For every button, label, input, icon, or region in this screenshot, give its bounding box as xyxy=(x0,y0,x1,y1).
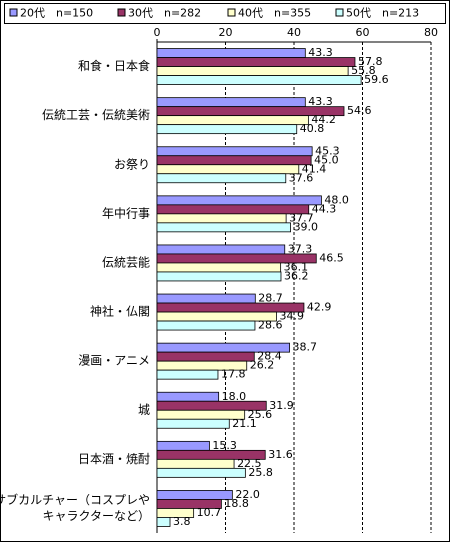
y-tick-label: 城 xyxy=(138,403,150,417)
legend-swatch xyxy=(227,8,236,17)
bar xyxy=(156,155,312,166)
bar xyxy=(156,262,282,273)
legend-label: 40代 n=355 xyxy=(238,7,311,20)
y-tick-label: 伝統芸能 xyxy=(102,255,150,269)
bar xyxy=(156,320,256,331)
value-label: 59.6 xyxy=(364,73,389,86)
x-tick-label: 40 xyxy=(287,26,301,39)
value-label: 25.8 xyxy=(248,466,272,479)
value-label: 22.5 xyxy=(237,457,262,470)
legend-label: 20代 n=150 xyxy=(20,7,93,20)
value-label: 57.8 xyxy=(358,55,383,68)
legend-label: 50代 n=213 xyxy=(346,7,419,20)
y-tick-label: サブカルチャー（コスプレや xyxy=(0,492,150,507)
value-label: 40.8 xyxy=(300,122,325,135)
y-tick-label: お祭り xyxy=(114,157,150,171)
y-tick-label: 伝統工芸・伝統美術 xyxy=(42,108,150,122)
bar xyxy=(156,517,171,527)
y-tick-label: 日本酒・焼酎 xyxy=(78,451,150,466)
y-tick-label: 漫画・アニメ xyxy=(78,354,150,368)
bar xyxy=(156,57,356,67)
bar xyxy=(156,440,210,451)
value-label: 37.6 xyxy=(289,171,314,184)
bar xyxy=(156,195,322,206)
value-label: 31.9 xyxy=(269,399,294,412)
value-label: 36.2 xyxy=(284,269,309,282)
legend-swatch xyxy=(9,8,18,17)
value-label: 46.5 xyxy=(319,251,344,264)
x-tick-label: 20 xyxy=(219,26,233,39)
bar xyxy=(156,391,220,402)
value-label: 43.3 xyxy=(308,95,333,108)
bar xyxy=(156,146,313,157)
legend-label: 30代 n=282 xyxy=(128,7,201,20)
bar xyxy=(156,66,349,76)
x-tick-label: 60 xyxy=(356,26,370,39)
y-tick-label: 神社・仏閣 xyxy=(90,304,150,319)
bar xyxy=(156,351,255,362)
bar xyxy=(156,271,282,282)
value-label: 34.9 xyxy=(280,310,305,323)
value-label: 39.0 xyxy=(294,220,319,233)
value-label: 18.0 xyxy=(222,390,247,403)
value-label: 26.2 xyxy=(250,359,274,372)
value-label: 21.1 xyxy=(232,417,257,430)
x-tick-label: 0 xyxy=(154,26,161,39)
value-label: 45.3 xyxy=(315,144,340,157)
legend-swatch xyxy=(335,8,344,17)
bar xyxy=(156,293,256,304)
y-tick-label: キャラクターなど） xyxy=(42,509,150,523)
y-tick-label: 和食・日本食 xyxy=(78,58,150,73)
bar xyxy=(156,369,219,380)
legend-box xyxy=(4,3,446,24)
value-label: 28.6 xyxy=(258,319,283,332)
value-label: 31.6 xyxy=(268,448,293,461)
value-label: 36.1 xyxy=(284,260,309,273)
value-label: 38.7 xyxy=(293,341,318,354)
bar xyxy=(156,164,300,175)
y-tick-label: 年中行事 xyxy=(102,205,150,220)
value-label: 15.3 xyxy=(212,439,237,452)
value-label: 22.0 xyxy=(235,488,260,501)
value-label: 41.4 xyxy=(302,162,327,175)
value-label: 25.6 xyxy=(248,408,273,421)
value-label: 43.3 xyxy=(308,46,333,59)
value-label: 54.6 xyxy=(347,104,372,117)
legend-swatch xyxy=(117,8,126,17)
bar xyxy=(156,222,291,233)
bar xyxy=(156,173,287,184)
bar xyxy=(156,48,306,58)
value-label: 44.2 xyxy=(311,113,336,126)
value-label: 17.8 xyxy=(221,368,246,381)
bar xyxy=(156,124,298,135)
value-label: 48.0 xyxy=(324,193,349,206)
bar xyxy=(156,244,286,255)
value-label: 28.7 xyxy=(258,292,283,305)
value-label: 55.8 xyxy=(351,64,376,77)
value-label: 10.7 xyxy=(197,506,222,519)
bar xyxy=(156,458,235,469)
value-label: 37.7 xyxy=(289,211,314,224)
bar xyxy=(156,97,306,108)
bar xyxy=(156,75,362,85)
bar xyxy=(156,418,230,429)
value-label: 44.3 xyxy=(312,202,337,215)
bar xyxy=(156,490,233,500)
value-label: 3.8 xyxy=(173,515,191,528)
value-label: 42.9 xyxy=(307,301,332,314)
bar xyxy=(156,204,310,215)
x-tick-label: 80 xyxy=(424,26,438,39)
bar xyxy=(156,467,246,478)
value-label: 45.0 xyxy=(314,153,339,166)
value-label: 37.3 xyxy=(288,242,313,255)
value-label: 28.4 xyxy=(257,350,282,363)
bar xyxy=(156,115,309,126)
bar xyxy=(156,508,195,518)
value-label: 18.8 xyxy=(224,497,249,510)
bar xyxy=(156,213,287,224)
